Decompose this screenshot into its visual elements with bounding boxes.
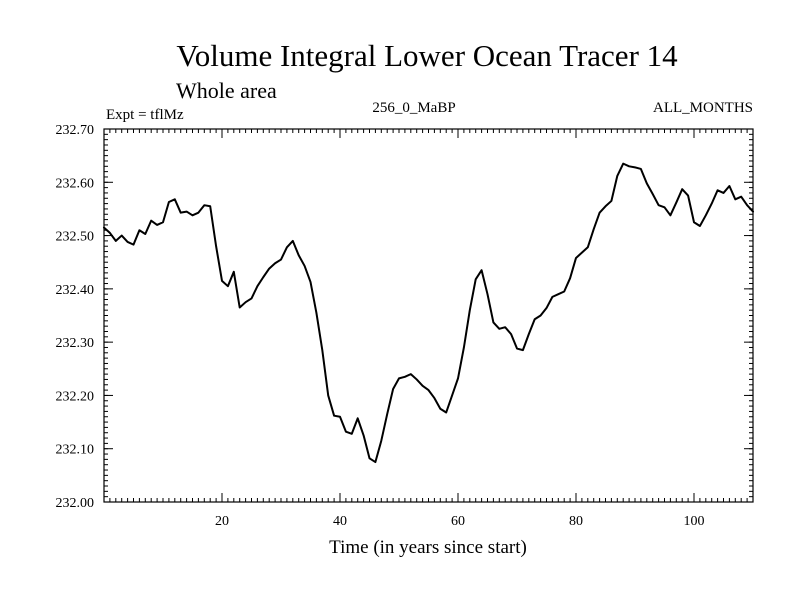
period-label: 256_0_MaBP <box>372 100 455 116</box>
x-tick-label: 20 <box>215 514 229 529</box>
months-label: ALL_MONTHS <box>653 100 753 116</box>
chart-subtitle: Whole area <box>176 78 277 103</box>
y-axis-tick-labels: 232.00 232.10 232.20 232.30 232.40 232.50 232.… <box>56 123 95 511</box>
chart-title: Volume Integral Lower Ocean Tracer 14 <box>176 38 678 73</box>
x-tick-label: 80 <box>569 514 583 529</box>
y-tick-label: 232.20 <box>56 389 95 404</box>
x-axis-label: Time (in years since start) <box>329 537 527 558</box>
series-layer <box>103 162 754 464</box>
y-tick-label: 232.10 <box>56 443 95 458</box>
minor-ticks <box>104 129 753 502</box>
x-axis-tick-labels: 20 40 60 80 100 <box>215 514 705 529</box>
y-tick-label: 232.30 <box>56 336 95 351</box>
y-tick-label: 232.40 <box>56 283 95 298</box>
x-tick-label: 60 <box>451 514 465 529</box>
x-tick-label: 100 <box>684 514 705 529</box>
major-ticks <box>104 128 753 503</box>
y-tick-label: 232.60 <box>56 176 95 191</box>
y-tick-label: 232.50 <box>56 230 95 245</box>
y-tick-label: 232.00 <box>56 496 95 511</box>
x-tick-label: 40 <box>333 514 347 529</box>
series-line <box>103 162 754 464</box>
experiment-label: Expt = tflMz <box>106 107 184 123</box>
plot-frame <box>103 128 754 503</box>
y-tick-label: 232.70 <box>56 123 95 138</box>
